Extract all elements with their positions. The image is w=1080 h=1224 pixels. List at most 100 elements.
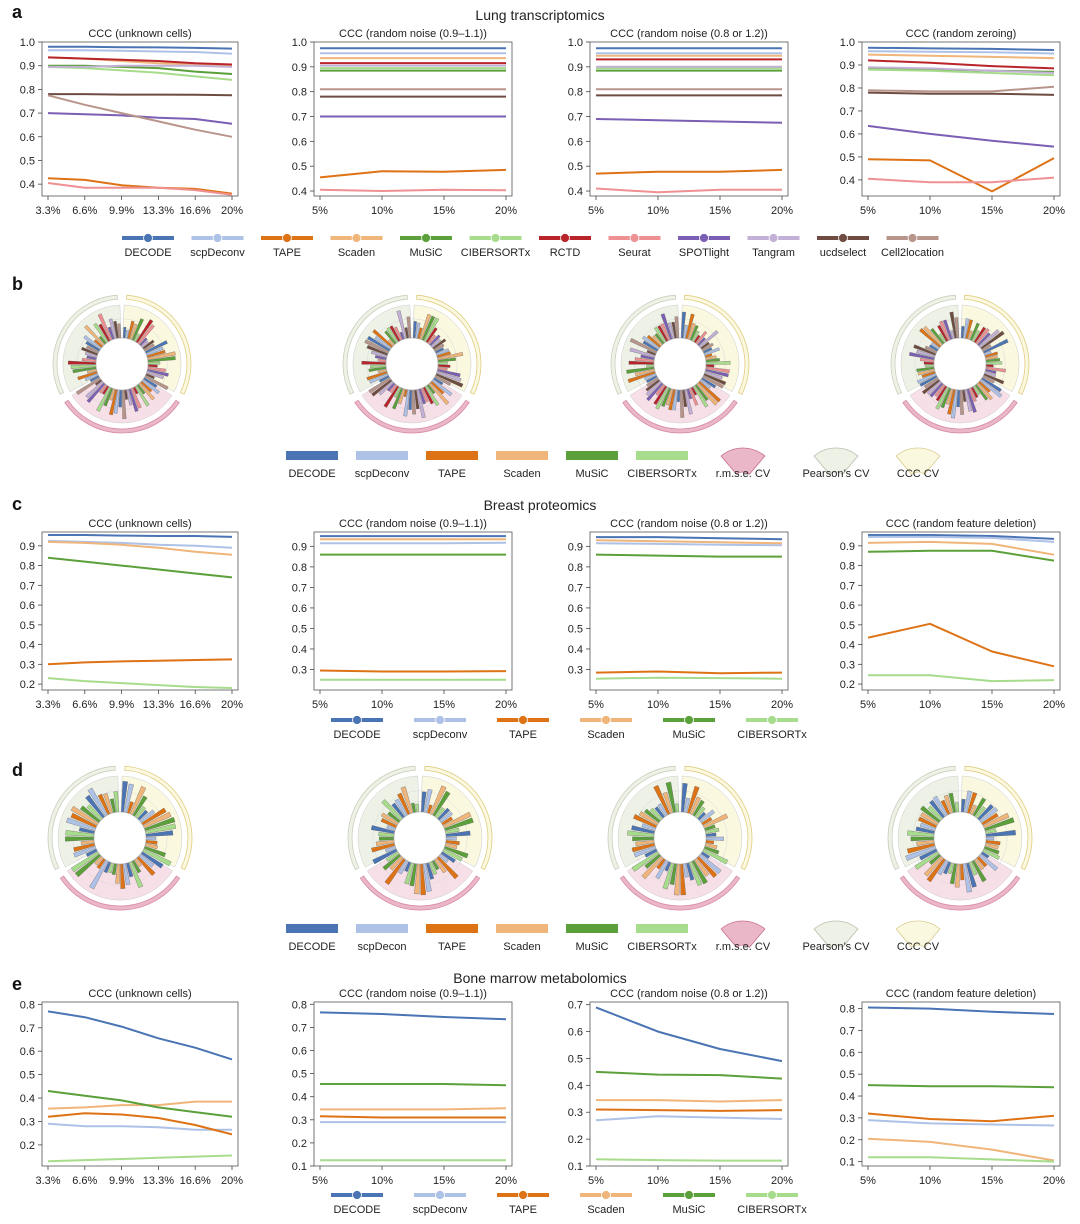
legend-label-CIBERSORTx: CIBERSORTx [737,1204,807,1216]
x-tick-label: 13.3% [143,699,174,711]
series-line-Seurat [319,188,507,192]
y-tick-label: 0.2 [20,1140,35,1152]
radial-outer-arc [347,765,416,871]
x-tick-label: 20% [221,1175,243,1187]
suptitle-c: Breast proteomics [484,497,597,513]
x-tick-label: 20% [495,1175,517,1187]
y-tick-label: 0.6 [292,603,307,615]
plot-frame [861,1001,1061,1167]
y-tick-label: 0.3 [20,659,35,671]
x-tick-label: 15% [709,699,731,711]
radial-bar-scpDeconv [145,836,156,841]
y-tick-label: 0.5 [292,623,307,635]
radial-outer-arc [424,765,493,871]
legend-sector-rmse_cv [720,447,766,475]
y-tick-label: 0.5 [568,161,583,173]
y-tick-label: 0.4 [292,1092,307,1104]
chart-title: CCC (unknown cells) [88,988,191,1000]
y-tick-label: 0.5 [840,152,855,164]
plot-frame [861,531,1061,691]
y-tick-label: 0.8 [292,87,307,99]
x-tick-label: 10% [919,1175,941,1187]
x-tick-label: 10% [647,205,669,217]
panel-letter-a: a [12,2,23,22]
x-tick-label: 5% [588,1175,604,1187]
y-tick-label: 0.7 [568,1000,583,1012]
chart-title: CCC (unknown cells) [88,28,191,40]
legend-marker-MuSiC [684,715,694,725]
legend-label: CIBERSORTx [627,941,697,953]
legend-marker-scpDeconv [212,233,223,243]
series-line-MuSiC [595,1070,783,1080]
legend-label-scpDeconv: scpDeconv [413,1204,468,1216]
y-tick-label: 0.8 [568,562,583,574]
y-tick-label: 0.2 [568,1134,583,1146]
legend-label-Seurat: Seurat [618,247,650,259]
y-tick-label: 0.8 [292,999,307,1011]
legend-label: DECODE [288,941,335,953]
y-tick-label: 0.9 [292,62,307,74]
radial-outer-arc [64,399,180,434]
legend-label-Scaden: Scaden [587,729,624,741]
legend-swatch-scpDeconv [356,924,408,933]
y-tick-label: 1.0 [292,37,307,49]
legend-marker-TAPE [282,233,292,243]
legend-label: Scaden [503,941,540,953]
legend-swatch-MuSiC [566,924,618,933]
legend-marker-CIBERSORTx [767,715,777,725]
legend-label-Cell2location: Cell2location [881,247,944,259]
chart-title: CCC (random noise (0.8 or 1.2)) [610,28,768,40]
legend-marker-Scaden [351,233,362,243]
chart-title: CCC (random noise (0.9–1.1)) [339,518,487,530]
legend-marker-Seurat [629,233,640,243]
x-tick-label: 15% [433,699,455,711]
x-tick-label: 9.9% [109,1175,134,1187]
legend-marker-ucdselect [838,233,848,243]
legend-label-ucdselect: ucdselect [820,247,866,259]
series-line-Seurat [47,182,233,196]
legend-sector-ccc_cv [895,447,941,475]
legend-marker-CIBERSORTx [490,233,501,243]
series-line-Scaden [867,53,1055,60]
plot-frame [313,41,513,197]
x-tick-label: 20% [1043,1175,1065,1187]
legend-marker-scpDeconv [435,1190,445,1200]
y-tick-label: 0.7 [568,582,583,594]
radial-center [933,811,987,865]
legend-marker-RCTD [560,233,570,243]
legend-label: CIBERSORTx [627,468,697,480]
legend-marker-DECODE [143,233,153,243]
legend-marker-DECODE [352,1190,362,1200]
x-tick-label: 5% [588,205,604,217]
series-line-Scaden [320,1107,507,1111]
x-tick-label: 9.9% [109,205,134,217]
y-tick-label: 0.4 [20,179,35,191]
y-tick-label: 0.7 [840,580,855,592]
x-tick-label: 10% [371,205,393,217]
series-line-scpDeconv [320,541,507,545]
radial-outer-arc [359,875,481,911]
legend-label: scpDecon [358,941,407,953]
series-line-Scaden [867,1137,1055,1162]
series-line-Seurat [595,187,782,194]
panel-letter-e: e [12,974,22,994]
legend-label-Scaden: Scaden [587,1204,624,1216]
y-tick-label: 0.9 [20,541,35,553]
legend-label-DECODE: DECODE [124,247,171,259]
legend-swatch-DECODE [286,924,338,933]
legend-label-Scaden: Scaden [338,247,375,259]
suptitle-a: Lung transcriptomics [475,7,604,23]
y-tick-label: 0.8 [840,561,855,573]
x-tick-label: 10% [647,1175,669,1187]
y-tick-label: 0.4 [568,186,583,198]
radial-center [933,337,987,391]
series-line-scpDeconv [595,1115,783,1122]
y-tick-label: 0.5 [568,623,583,635]
y-tick-label: 0.7 [568,112,583,124]
radial-center [93,811,147,865]
series-line-scpDeconv [47,1122,232,1131]
y-tick-label: 0.7 [292,112,307,124]
x-tick-label: 15% [981,699,1003,711]
y-tick-label: 0.8 [20,999,35,1011]
y-tick-label: 0.8 [20,561,35,573]
